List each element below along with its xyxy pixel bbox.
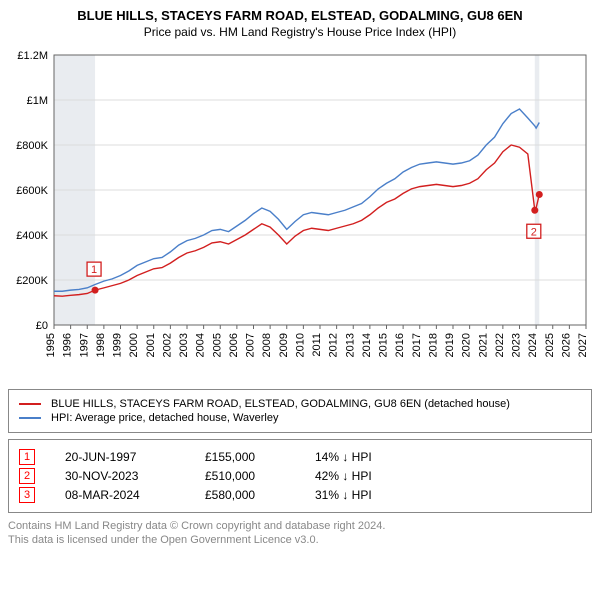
marker-label-2: 2 [531, 226, 537, 238]
marker-point-2 [531, 207, 538, 214]
x-tick-label: 2004 [195, 333, 207, 357]
legend-swatch [19, 417, 41, 419]
x-tick-label: 2001 [145, 333, 157, 357]
x-tick-label: 1999 [112, 333, 124, 357]
y-tick-label: £600K [16, 185, 48, 197]
transaction-marker: 3 [19, 487, 35, 503]
legend-label: HPI: Average price, detached house, Wave… [51, 412, 278, 424]
x-tick-label: 2019 [444, 333, 456, 357]
x-tick-label: 2022 [494, 333, 506, 357]
x-tick-label: 2009 [278, 333, 290, 357]
x-tick-label: 2007 [245, 333, 257, 357]
chart-area: £0 £200K £400K £600K £800K £1M £1.2M 1995 1996 19… [8, 45, 592, 385]
transaction-price: £155,000 [205, 450, 285, 464]
footnote-line-2: This data is licensed under the Open Gov… [8, 533, 592, 547]
x-tick-label: 2020 [461, 333, 473, 357]
y-tick-label: £0 [36, 320, 48, 332]
y-tick-label: £1.2M [17, 50, 48, 62]
x-tick-label: 2027 [577, 333, 589, 357]
legend-row: HPI: Average price, detached house, Wave… [19, 412, 581, 424]
x-tick-label: 2016 [394, 333, 406, 357]
x-tick-label: 2015 [378, 333, 390, 357]
transaction-diff: 42% ↓ HPI [315, 469, 415, 483]
chart-svg: £0 £200K £400K £600K £800K £1M £1.2M 1995 1996 19… [8, 45, 592, 385]
x-tick-label: 2003 [178, 333, 190, 357]
marker-point-1 [92, 287, 99, 294]
marker-label-1: 1 [91, 264, 97, 276]
x-tick-label: 2006 [228, 333, 240, 357]
transaction-diff: 14% ↓ HPI [315, 450, 415, 464]
y-tick-label: £1M [27, 95, 48, 107]
x-tick-label: 2018 [427, 333, 439, 357]
y-tick-label: £200K [16, 275, 48, 287]
x-tick-label: 2021 [477, 333, 489, 357]
transaction-date: 30-NOV-2023 [65, 469, 175, 483]
transaction-row: 2 30-NOV-2023 £510,000 42% ↓ HPI [19, 468, 581, 484]
title-line-1: BLUE HILLS, STACEYS FARM ROAD, ELSTEAD, … [8, 8, 592, 23]
transaction-marker: 2 [19, 468, 35, 484]
x-tick-label: 2025 [544, 333, 556, 357]
x-tick-label: 2023 [511, 333, 523, 357]
legend-box: BLUE HILLS, STACEYS FARM ROAD, ELSTEAD, … [8, 389, 592, 433]
x-tick-label: 1997 [78, 333, 90, 357]
x-tick-label: 2002 [161, 333, 173, 357]
x-tick-label: 2024 [527, 333, 539, 357]
transaction-table: 1 20-JUN-1997 £155,000 14% ↓ HPI 2 30-NOV-202… [8, 439, 592, 513]
transaction-date: 20-JUN-1997 [65, 450, 175, 464]
legend-swatch [19, 403, 41, 405]
x-tick-label: 2014 [361, 333, 373, 357]
x-tick-label: 1996 [62, 333, 74, 357]
transaction-diff: 31% ↓ HPI [315, 488, 415, 502]
x-tick-label: 2012 [328, 333, 340, 357]
x-tick-label: 2026 [560, 333, 572, 357]
x-tick-label: 2008 [261, 333, 273, 357]
y-tick-label: £800K [16, 140, 48, 152]
legend-label: BLUE HILLS, STACEYS FARM ROAD, ELSTEAD, … [51, 398, 510, 410]
title-block: BLUE HILLS, STACEYS FARM ROAD, ELSTEAD, … [8, 8, 592, 39]
transaction-price: £580,000 [205, 488, 285, 502]
x-tick-label: 2017 [411, 333, 423, 357]
footnote-line-1: Contains HM Land Registry data © Crown c… [8, 519, 592, 533]
x-tick-label: 1995 [45, 333, 57, 357]
transaction-date: 08-MAR-2024 [65, 488, 175, 502]
transaction-row: 3 08-MAR-2024 £580,000 31% ↓ HPI [19, 487, 581, 503]
y-tick-label: £400K [16, 230, 48, 242]
transaction-row: 1 20-JUN-1997 £155,000 14% ↓ HPI [19, 449, 581, 465]
x-tick-label: 2005 [211, 333, 223, 357]
x-tick-label: 2011 [311, 333, 323, 357]
footnote: Contains HM Land Registry data © Crown c… [8, 519, 592, 548]
transaction-price: £510,000 [205, 469, 285, 483]
transaction-marker: 1 [19, 449, 35, 465]
title-line-2: Price paid vs. HM Land Registry's House … [8, 25, 592, 39]
legend-row: BLUE HILLS, STACEYS FARM ROAD, ELSTEAD, … [19, 398, 581, 410]
x-tick-label: 2010 [294, 333, 306, 357]
x-tick-label: 2013 [344, 333, 356, 357]
x-tick-label: 1998 [95, 333, 107, 357]
marker-point-3 [536, 191, 543, 198]
x-tick-label: 2000 [128, 333, 140, 357]
